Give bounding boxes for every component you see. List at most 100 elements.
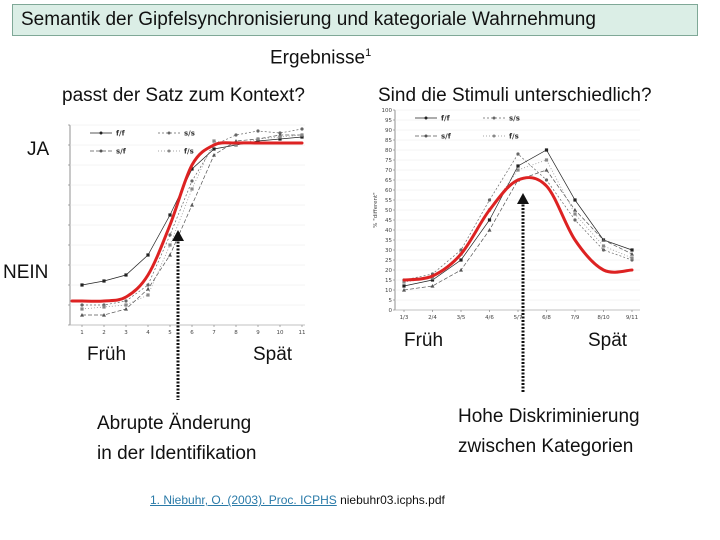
data-point <box>146 253 150 257</box>
legend-marker <box>424 116 428 120</box>
x-tick-label: 4/6 <box>485 315 494 321</box>
slide-title: Semantik der Gipfelsynchronisierung und … <box>21 9 596 30</box>
data-point <box>278 135 282 139</box>
legend-marker <box>167 149 171 153</box>
data-point <box>190 167 194 171</box>
y-tick-label: 75 <box>385 158 392 164</box>
y-axis-label: % "different" <box>373 192 379 227</box>
y-tick-label: 45 <box>385 218 392 224</box>
annotation-left-line1: Abrupte Änderung <box>97 413 252 434</box>
arrow-right-head <box>517 193 529 204</box>
y-tick-label: 40 <box>385 228 392 234</box>
data-point <box>146 283 150 287</box>
x-tick-label: 2 <box>102 330 106 336</box>
data-point <box>573 198 577 202</box>
annotation-right-line1: Hohe Diskriminierung <box>458 406 640 427</box>
annotation-left-line2: in der Identifikation <box>97 443 257 464</box>
footnote-marker: 1 <box>365 47 372 59</box>
data-point <box>234 143 238 147</box>
reference-link[interactable]: 1. Niebuhr, O. (2003). Proc. ICPHS <box>150 493 337 507</box>
data-point <box>102 305 106 309</box>
question-left: passt der Satz zum Kontext? <box>62 85 305 106</box>
y-tick-label: 0 <box>389 308 393 314</box>
x-tick-label: 6 <box>190 330 194 336</box>
data-point <box>234 133 238 137</box>
y-tick-label: 25 <box>385 258 392 264</box>
annotation-right-line2: zwischen Kategorien <box>458 436 634 457</box>
y-tick-label: 30 <box>385 248 392 254</box>
data-point <box>80 303 84 307</box>
reference: 1. Niebuhr, O. (2003). Proc. ICPHS niebu… <box>150 493 445 507</box>
y-tick-label: 5 <box>389 298 393 304</box>
y-tick-label: 85 <box>385 138 392 144</box>
legend-label: f/s <box>184 148 194 156</box>
data-point <box>573 208 577 212</box>
data-point <box>487 228 492 232</box>
x-tick-label: 1/3 <box>400 315 409 321</box>
series-line <box>403 153 633 281</box>
legend-marker <box>99 131 103 135</box>
x-tick-label: 9 <box>256 330 260 336</box>
data-point <box>168 253 172 257</box>
data-point <box>459 268 463 272</box>
y-tick-label: 90 <box>385 128 392 134</box>
x-tick-label: 5/7 <box>514 315 523 321</box>
y-tick-label: 20 <box>385 268 392 274</box>
x-tick-label: 8/10 <box>597 315 610 321</box>
data-point <box>516 168 520 172</box>
data-point <box>516 152 520 156</box>
data-point <box>630 248 634 252</box>
reference-filename: niebuhr03.icphs.pdf <box>336 493 445 507</box>
data-point <box>487 218 492 222</box>
legend-label: f/f <box>441 115 451 123</box>
data-point <box>430 276 435 280</box>
data-point <box>212 139 216 143</box>
data-point <box>124 273 128 277</box>
series-line <box>81 134 303 310</box>
data-point <box>573 218 577 222</box>
data-point <box>459 258 463 262</box>
legend-marker <box>424 134 428 138</box>
x-tick-label: 7 <box>212 330 216 336</box>
x-tick-label: 5 <box>168 330 172 336</box>
label-frueh-right: Früh <box>404 330 444 351</box>
data-point <box>573 212 577 216</box>
results-heading: Ergebnisse1 <box>270 47 371 69</box>
data-point <box>190 203 194 207</box>
data-point <box>124 303 128 307</box>
results-label: Ergebnisse <box>270 47 366 69</box>
legend-label: s/s <box>184 130 195 138</box>
data-point <box>516 164 520 168</box>
data-point <box>212 147 216 151</box>
data-point <box>544 158 549 162</box>
label-spaet-left: Spät <box>253 344 293 365</box>
x-tick-label: 3 <box>124 330 128 336</box>
legend-label: s/s <box>509 115 520 123</box>
data-point <box>601 238 606 242</box>
data-point <box>430 278 435 282</box>
y-tick-label: 70 <box>385 168 392 174</box>
x-tick-label: 9/11 <box>626 315 638 321</box>
data-point <box>168 233 172 237</box>
y-tick-label: 55 <box>385 198 392 204</box>
data-point <box>146 293 150 297</box>
data-point <box>80 283 84 287</box>
legend-label: f/s <box>509 133 519 141</box>
data-point <box>544 148 549 152</box>
y-tick-label: 80 <box>385 148 392 154</box>
y-tick-label: 10 <box>385 288 392 294</box>
data-point <box>300 133 304 137</box>
arrow-left-head <box>172 230 184 241</box>
label-spaet-right: Spät <box>588 330 628 351</box>
data-point <box>402 280 406 284</box>
y-tick-label: 35 <box>385 238 392 244</box>
label-ja: JA <box>27 139 50 160</box>
data-point <box>402 288 406 292</box>
data-point <box>102 279 106 283</box>
data-point <box>430 284 435 288</box>
legend-marker <box>492 116 496 120</box>
data-point <box>601 248 606 252</box>
legend-label: f/f <box>116 130 126 138</box>
legend-label: s/f <box>116 148 127 156</box>
